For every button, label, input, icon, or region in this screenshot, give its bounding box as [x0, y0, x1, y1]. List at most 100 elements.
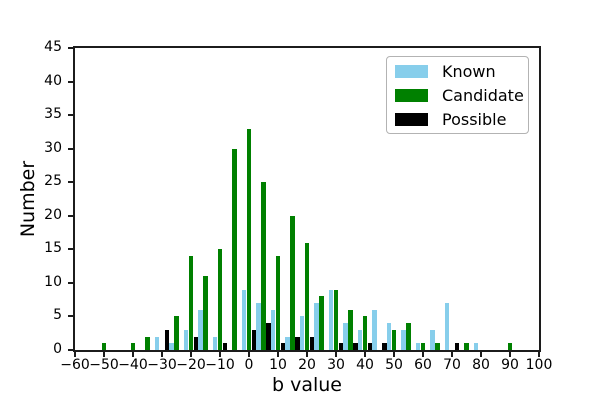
y-tick-label: 35 [44, 106, 62, 123]
bar-candidate [145, 336, 150, 350]
x-tick-label: 80 [472, 357, 490, 373]
x-tick [219, 352, 221, 357]
x-tick [161, 352, 163, 357]
bar-known [401, 329, 406, 350]
x-tick [538, 352, 540, 357]
y-tick-label: 40 [44, 72, 62, 89]
x-tick [306, 352, 308, 357]
legend-label-known: Known [442, 61, 496, 81]
bar-candidate [420, 343, 426, 350]
bar-known [473, 343, 479, 350]
bar-possible [280, 343, 286, 350]
bar-candidate [391, 329, 397, 350]
y-tick-label: 30 [44, 139, 62, 156]
bar-known [386, 323, 392, 350]
bar-known [270, 309, 276, 350]
y-tick-label: 25 [44, 173, 62, 190]
bar-candidate [246, 128, 252, 350]
x-tick-label: 50 [385, 357, 403, 373]
bar-known [444, 303, 450, 350]
x-tick-label: 30 [327, 357, 345, 373]
x-tick [74, 352, 76, 357]
known-swatch-icon [395, 64, 428, 78]
bar-known [241, 289, 247, 350]
bar-possible [353, 343, 358, 350]
bar-candidate [333, 289, 339, 350]
bar-known [343, 323, 348, 350]
bar-candidate [464, 343, 469, 350]
x-tick [451, 352, 453, 357]
y-tick-label: 45 [44, 39, 62, 55]
bar-known [212, 336, 218, 350]
y-tick [68, 80, 73, 83]
bar-known [169, 343, 174, 350]
x-tick-label: −50 [89, 357, 119, 373]
y-tick [68, 248, 73, 251]
x-tick-label: 0 [244, 357, 254, 373]
bar-known [328, 289, 334, 350]
y-tick [68, 281, 73, 284]
y-tick [68, 47, 73, 49]
y-axis-label: Number [17, 160, 39, 238]
x-tick [103, 352, 105, 357]
bar-known [430, 329, 435, 350]
bar-possible [338, 343, 344, 350]
bar-candidate [203, 276, 208, 350]
bar-candidate [304, 242, 310, 350]
bar-possible [222, 343, 228, 350]
y-tick [68, 181, 73, 184]
bar-candidate [130, 343, 136, 350]
x-tick-label: −10 [205, 357, 235, 373]
x-tick-label: −30 [147, 357, 177, 373]
legend-row-candidate: Candidate [395, 86, 528, 105]
x-tick-label: −40 [118, 357, 148, 373]
legend-label-possible: Possible [442, 109, 507, 129]
x-axis-label: b value [272, 374, 342, 396]
x-tick [509, 352, 511, 357]
bar-known [314, 303, 319, 350]
bar-possible [309, 336, 315, 350]
y-tick [68, 147, 73, 150]
y-tick-label: 10 [44, 273, 62, 290]
y-tick [68, 315, 73, 318]
bar-possible [266, 323, 271, 350]
legend-label-candidate: Candidate [442, 85, 524, 105]
y-tick [68, 214, 73, 217]
x-tick [364, 352, 366, 357]
bar-known [183, 329, 189, 350]
x-tick-label: 90 [501, 357, 519, 373]
bar-possible [193, 336, 199, 350]
y-tick-label: 20 [44, 206, 62, 223]
y-tick-label: 5 [53, 307, 62, 324]
x-tick-label: 20 [298, 357, 316, 373]
bar-candidate [406, 323, 411, 350]
y-tick-label: 0 [53, 341, 62, 357]
bar-candidate [101, 343, 107, 350]
bar-known [415, 343, 421, 350]
x-tick-label: 60 [414, 357, 432, 373]
x-tick-label: 100 [525, 357, 553, 373]
bar-possible [251, 329, 257, 350]
x-tick [190, 352, 192, 357]
y-tick [68, 114, 73, 117]
bar-known [198, 309, 203, 350]
bar-possible [382, 343, 387, 350]
bar-known [154, 336, 160, 350]
possible-swatch-icon [395, 112, 428, 126]
legend-row-possible: Possible [395, 110, 528, 129]
bar-known [372, 309, 377, 350]
bar-candidate [261, 182, 266, 350]
bar-candidate [348, 309, 353, 350]
x-tick [422, 352, 424, 357]
bar-candidate [217, 249, 223, 350]
x-tick [248, 352, 250, 357]
bar-candidate [507, 343, 513, 350]
y-tick-label: 15 [44, 240, 62, 257]
x-tick [335, 352, 337, 357]
bar-candidate [188, 256, 194, 350]
bar-candidate [319, 296, 324, 350]
bar-known [299, 316, 305, 350]
candidate-swatch-icon [395, 88, 428, 102]
x-tick [132, 352, 134, 357]
